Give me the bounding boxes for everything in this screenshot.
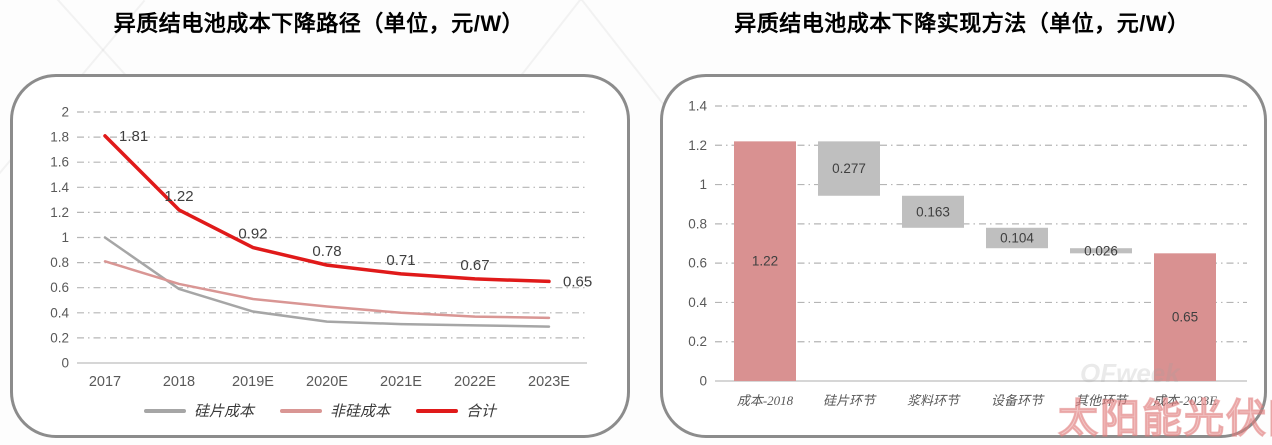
svg-text:0: 0: [61, 356, 69, 371]
svg-text:0.71: 0.71: [386, 252, 415, 269]
legend-swatch-silicon-cost: [143, 408, 186, 413]
bar-其他环节: [1070, 248, 1132, 254]
svg-text:0.78: 0.78: [312, 243, 341, 260]
gridlines: [715, 105, 1247, 382]
svg-text:0.277: 0.277: [832, 161, 866, 176]
svg-text:0.67: 0.67: [460, 257, 489, 274]
svg-text:0.4: 0.4: [50, 305, 69, 320]
svg-text:其他环节: 其他环节: [1075, 393, 1129, 408]
line-chart: 0 0.2 0.4 0.6 0.8 1 1.2 1.4 1.6 1.8 2 2017 2018 2019E…: [50, 105, 592, 391]
x-axis-labels: 成本-2018 硅片环节 浆料环节 设备环节 其他环节 成本-2023E: [737, 393, 1217, 408]
series-非硅成本: [103, 260, 551, 320]
svg-text:设备环节: 设备环节: [991, 393, 1045, 408]
svg-text:0.163: 0.163: [916, 204, 950, 219]
svg-text:1.22: 1.22: [164, 188, 193, 205]
svg-text:2018: 2018: [163, 374, 195, 390]
legend-item-silicon-cost: 硅片成本: [143, 400, 254, 421]
line-chart-card: 0 0.2 0.4 0.6 0.8 1 1.2 1.4 1.6 1.8 2 2017 2018 2019E…: [10, 74, 630, 438]
line-chart-title: 异质结电池成本下降路径（单位，元/W）: [113, 11, 525, 36]
svg-text:2019E: 2019E: [232, 374, 274, 390]
waterfall-chart-card: 0 0.2 0.4 0.6 0.8 1 1.2 1.4 1.22 0.277 0.163 0.104 0…: [660, 74, 1267, 438]
svg-text:2: 2: [61, 105, 69, 120]
svg-text:0.6: 0.6: [50, 280, 69, 295]
svg-text:0.2: 0.2: [50, 330, 69, 345]
svg-text:0.6: 0.6: [688, 256, 707, 271]
svg-text:2020E: 2020E: [306, 374, 348, 390]
waterfall-chart-title: 异质结电池成本下降实现方法（单位，元/W）: [734, 11, 1190, 36]
series-合计: [103, 134, 551, 284]
svg-text:2017: 2017: [89, 374, 121, 390]
series-data-labels: 1.81 1.22 0.92 0.78 0.71 0.67 0.65: [119, 128, 592, 291]
svg-text:0: 0: [699, 374, 707, 389]
bar-成本-2023E: [1154, 253, 1216, 381]
x-axis-labels: 2017 2018 2019E 2020E 2021E 2022E 2023E: [89, 374, 570, 390]
svg-text:1: 1: [61, 230, 69, 245]
svg-text:成本-2023E: 成本-2023E: [1153, 393, 1217, 408]
svg-text:1.81: 1.81: [119, 128, 148, 145]
svg-text:0.8: 0.8: [688, 216, 707, 231]
waterfall-chart: 0 0.2 0.4 0.6 0.8 1 1.2 1.4 1.22 0.277 0.163 0.104 0…: [688, 99, 1247, 408]
legend-swatch-total: [416, 408, 458, 413]
svg-text:1.2: 1.2: [688, 138, 707, 153]
svg-text:0.026: 0.026: [1084, 243, 1118, 258]
svg-text:2022E: 2022E: [454, 374, 496, 390]
legend-label-total: 合计: [466, 404, 497, 420]
series-硅片成本: [103, 236, 551, 328]
svg-text:2021E: 2021E: [380, 374, 422, 390]
svg-text:0.92: 0.92: [238, 226, 267, 243]
y-axis-tick-labels: 0 0.2 0.4 0.6 0.8 1 1.2 1.4: [688, 99, 707, 389]
svg-text:0.8: 0.8: [50, 255, 69, 270]
bar-浆料环节: [902, 195, 964, 228]
svg-text:2023E: 2023E: [528, 374, 570, 390]
legend-swatch-nonsilicon-cost: [279, 408, 322, 413]
svg-text:0.65: 0.65: [1172, 310, 1198, 325]
legend-label-nonsilicon-cost: 非硅成本: [329, 404, 390, 420]
legend-label-silicon-cost: 硅片成本: [193, 404, 254, 420]
svg-text:1: 1: [699, 177, 707, 192]
svg-text:1.2: 1.2: [50, 205, 69, 220]
bar-成本-2018: [734, 141, 796, 381]
svg-text:1.8: 1.8: [50, 130, 69, 145]
svg-text:1.4: 1.4: [50, 180, 69, 195]
svg-text:0.65: 0.65: [563, 273, 592, 290]
bar-设备环节: [986, 227, 1048, 249]
svg-text:0.104: 0.104: [1000, 231, 1034, 246]
bar-硅片环节: [818, 141, 880, 196]
bar-data-labels: 1.22 0.277 0.163 0.104 0.026 0.65: [752, 161, 1198, 325]
svg-text:0.2: 0.2: [688, 334, 707, 349]
gridlines: [77, 111, 587, 364]
svg-text:成本-2018: 成本-2018: [737, 393, 794, 408]
waterfall-bars: [734, 141, 1216, 381]
svg-text:1.4: 1.4: [688, 99, 707, 114]
line-chart-legend: 硅片成本 非硅成本 合计: [13, 400, 627, 421]
svg-text:硅片环节: 硅片环节: [823, 393, 877, 408]
legend-item-nonsilicon-cost: 非硅成本: [279, 400, 390, 421]
svg-text:0.4: 0.4: [688, 295, 707, 310]
svg-text:浆料环节: 浆料环节: [907, 393, 961, 408]
y-axis-tick-labels: 0 0.2 0.4 0.6 0.8 1 1.2 1.4 1.6 1.8 2: [50, 105, 69, 371]
svg-text:1.6: 1.6: [50, 155, 69, 170]
legend-item-total: 合计: [416, 400, 496, 421]
svg-text:1.22: 1.22: [752, 254, 778, 269]
